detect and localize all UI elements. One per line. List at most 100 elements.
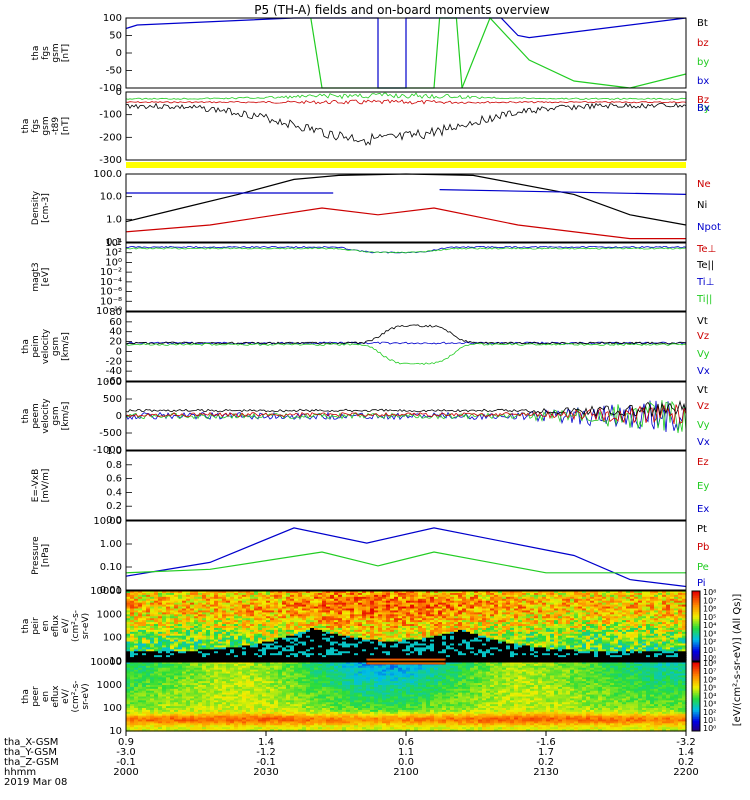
spectrogram-cell: [330, 651, 335, 654]
spectrogram-cell: [354, 627, 359, 631]
spectrogram-cell: [422, 657, 427, 660]
spectrogram-cell: [142, 649, 147, 652]
spectrogram-cell: [482, 592, 487, 596]
spectrogram-cell: [610, 633, 615, 637]
spectrogram-cell: [218, 624, 223, 627]
spectrogram-cell: [374, 622, 379, 625]
spectrogram-cell: [546, 624, 551, 627]
spectrogram-cell: [334, 653, 339, 656]
spectrogram-cell: [314, 637, 319, 641]
spectrogram-cell: [226, 659, 231, 662]
spectrogram-cell: [362, 626, 367, 629]
spectrogram-cell: [274, 657, 279, 660]
spectrogram-cell: [366, 612, 371, 615]
spectrogram-cell: [294, 645, 299, 648]
spectrogram-cell: [606, 647, 611, 650]
spectrogram-cell: [574, 598, 579, 602]
spectrogram-cell: [638, 598, 643, 602]
spectrogram-cell: [466, 610, 471, 613]
spectrogram-cell: [330, 610, 335, 613]
spectrogram-cell: [626, 622, 631, 625]
spectrogram-cell: [594, 659, 599, 662]
spectrogram-cell: [418, 594, 423, 598]
spectrogram-cell: [522, 591, 527, 594]
spectrogram-cell: [554, 641, 559, 645]
spectrogram-cell: [502, 612, 507, 615]
spectrogram-cell: [422, 639, 427, 643]
spectrogram-cell: [522, 604, 527, 608]
ylabel-line: [mV/m]: [41, 469, 51, 503]
spectrogram-cell: [182, 626, 187, 629]
spectrogram-cell: [386, 608, 391, 612]
spectrogram-cell: [422, 594, 427, 598]
spectrogram-cell: [426, 604, 431, 608]
spectrogram-cell: [378, 594, 383, 598]
spectrogram-cell: [570, 631, 575, 635]
spectrogram-cell: [642, 631, 647, 635]
spectrogram-cell: [630, 629, 635, 633]
spectrogram-cell: [318, 594, 323, 598]
spectrogram-cell: [470, 633, 475, 637]
y-tick-label: 50: [109, 31, 122, 42]
spectrogram-cell: [190, 657, 195, 660]
spectrogram-cell: [314, 604, 319, 608]
spectrogram-cell: [330, 600, 335, 604]
spectrogram-cell: [162, 618, 167, 621]
spectrogram-cell: [658, 608, 663, 612]
spectrogram-cell: [430, 655, 435, 658]
spectrogram-cell: [550, 622, 555, 625]
spectrogram-cell: [574, 635, 579, 639]
spectrogram-cell: [150, 594, 155, 598]
spectrogram-cell: [566, 649, 571, 652]
spectrogram-cell: [422, 618, 427, 621]
spectrogram-cell: [418, 641, 423, 645]
spectrogram-cell: [162, 592, 167, 596]
spectrogram-cell: [274, 624, 279, 627]
spectrogram-cell: [394, 633, 399, 637]
spectrogram-cell: [478, 596, 483, 600]
spectrogram-cell: [458, 622, 463, 625]
spectrogram-cell: [238, 616, 243, 619]
spectrogram-cell: [242, 643, 247, 647]
spectrogram-cell: [290, 633, 295, 637]
spectrogram-cell: [126, 653, 131, 656]
spectrogram-cell: [426, 622, 431, 625]
spectrogram-cell: [470, 641, 475, 645]
spectrogram-cell: [458, 639, 463, 643]
spectrogram-cell: [230, 655, 235, 658]
legend-entry: Te||: [696, 260, 714, 271]
spectrogram-cell: [514, 598, 519, 602]
spectrogram-cell: [210, 657, 215, 660]
spectrogram-cell: [434, 606, 439, 610]
spectrogram-cell: [634, 643, 639, 647]
spectrogram-cell: [526, 643, 531, 647]
spectrogram-cell: [306, 620, 311, 623]
spectrogram-cell: [546, 618, 551, 621]
spectrogram-cell: [638, 629, 643, 633]
spectrogram-cell: [342, 614, 347, 617]
spectrogram-cell: [418, 600, 423, 604]
spectrogram-cell: [546, 608, 551, 612]
spectrogram-cell: [606, 591, 611, 594]
spectrogram-cell: [130, 659, 135, 662]
spectrogram-cell: [298, 610, 303, 613]
spectrogram-cell: [426, 627, 431, 631]
spectrogram-cell: [242, 622, 247, 625]
spectrogram-cell: [402, 631, 407, 635]
spectrogram-cell: [178, 614, 183, 617]
spectrogram-cell: [334, 647, 339, 650]
spectrogram-cell: [310, 614, 315, 617]
spectrogram-cell: [274, 602, 279, 606]
spectrogram-cell: [334, 596, 339, 600]
spectrogram-cell: [590, 608, 595, 612]
spectrogram-cell: [146, 649, 151, 652]
spectrogram-cell: [174, 622, 179, 625]
spectrogram-cell: [378, 591, 383, 594]
spectrogram-cell: [134, 612, 139, 615]
spectrogram-cell: [658, 594, 663, 598]
spectrogram-cell: [298, 649, 303, 652]
spectrogram-cell: [426, 624, 431, 627]
spectrogram-cell: [382, 633, 387, 637]
spectrogram-cell: [198, 639, 203, 643]
spectrogram-cell: [550, 637, 555, 641]
